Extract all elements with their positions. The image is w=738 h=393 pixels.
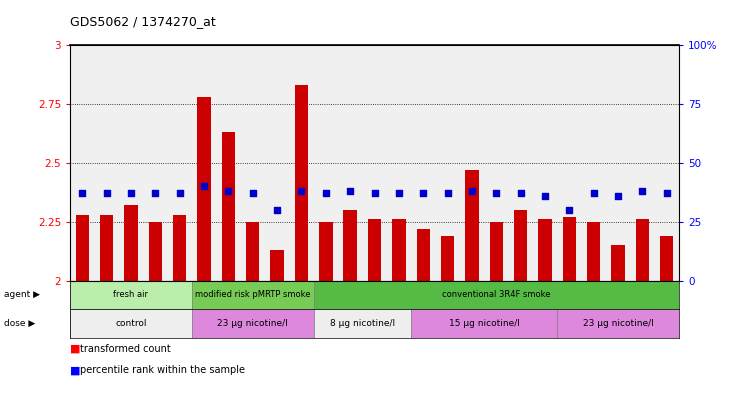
Bar: [314, 309, 411, 338]
Text: transformed count: transformed count: [80, 344, 170, 354]
Text: conventional 3R4F smoke: conventional 3R4F smoke: [442, 290, 551, 299]
Text: GDS5062 / 1374270_at: GDS5062 / 1374270_at: [70, 15, 215, 28]
Text: dose ▶: dose ▶: [4, 319, 35, 328]
Bar: [173, 215, 187, 281]
Point: [100, 190, 113, 196]
Point: [661, 190, 673, 196]
Bar: [416, 229, 430, 281]
Text: ■: ■: [70, 365, 80, 375]
Bar: [75, 215, 89, 281]
Text: 15 μg nicotine/l: 15 μg nicotine/l: [449, 319, 520, 328]
Point: [539, 193, 551, 199]
Point: [564, 207, 576, 213]
Bar: [343, 210, 357, 281]
Text: agent ▶: agent ▶: [4, 290, 40, 299]
Bar: [319, 222, 333, 281]
Text: 23 μg nicotine/l: 23 μg nicotine/l: [583, 319, 653, 328]
Bar: [70, 309, 192, 338]
Point: [198, 183, 210, 189]
Bar: [411, 309, 557, 338]
Bar: [368, 219, 382, 281]
Bar: [148, 222, 162, 281]
Bar: [465, 170, 479, 281]
Text: 8 μg nicotine/l: 8 μg nicotine/l: [330, 319, 395, 328]
Bar: [314, 281, 679, 309]
Point: [320, 190, 332, 196]
Point: [588, 190, 600, 196]
Bar: [562, 217, 576, 281]
Bar: [611, 245, 625, 281]
Point: [613, 193, 624, 199]
Text: ■: ■: [70, 344, 80, 354]
Bar: [197, 97, 211, 281]
Bar: [557, 309, 679, 338]
Text: modified risk pMRTP smoke: modified risk pMRTP smoke: [195, 290, 311, 299]
Text: fresh air: fresh air: [114, 290, 148, 299]
Point: [149, 190, 162, 196]
Point: [125, 190, 137, 196]
Point: [344, 188, 356, 194]
Point: [223, 188, 235, 194]
Bar: [70, 281, 192, 309]
Point: [246, 190, 259, 196]
Bar: [294, 85, 308, 281]
Point: [466, 188, 478, 194]
Point: [393, 190, 404, 196]
Bar: [489, 222, 503, 281]
Point: [77, 190, 89, 196]
Point: [491, 190, 503, 196]
Point: [515, 190, 527, 196]
Bar: [246, 222, 260, 281]
Bar: [270, 250, 284, 281]
Bar: [660, 236, 674, 281]
Bar: [514, 210, 528, 281]
Point: [442, 190, 454, 196]
Bar: [100, 215, 114, 281]
Bar: [124, 205, 138, 281]
Point: [369, 190, 381, 196]
Point: [272, 207, 283, 213]
Point: [174, 190, 186, 196]
Bar: [192, 281, 314, 309]
Point: [418, 190, 430, 196]
Text: control: control: [115, 319, 147, 328]
Bar: [538, 219, 552, 281]
Point: [637, 188, 649, 194]
Bar: [587, 222, 601, 281]
Bar: [192, 309, 314, 338]
Text: 23 μg nicotine/l: 23 μg nicotine/l: [218, 319, 288, 328]
Point: [296, 188, 308, 194]
Bar: [441, 236, 455, 281]
Text: percentile rank within the sample: percentile rank within the sample: [80, 365, 245, 375]
Bar: [635, 219, 649, 281]
Bar: [392, 219, 406, 281]
Bar: [221, 132, 235, 281]
